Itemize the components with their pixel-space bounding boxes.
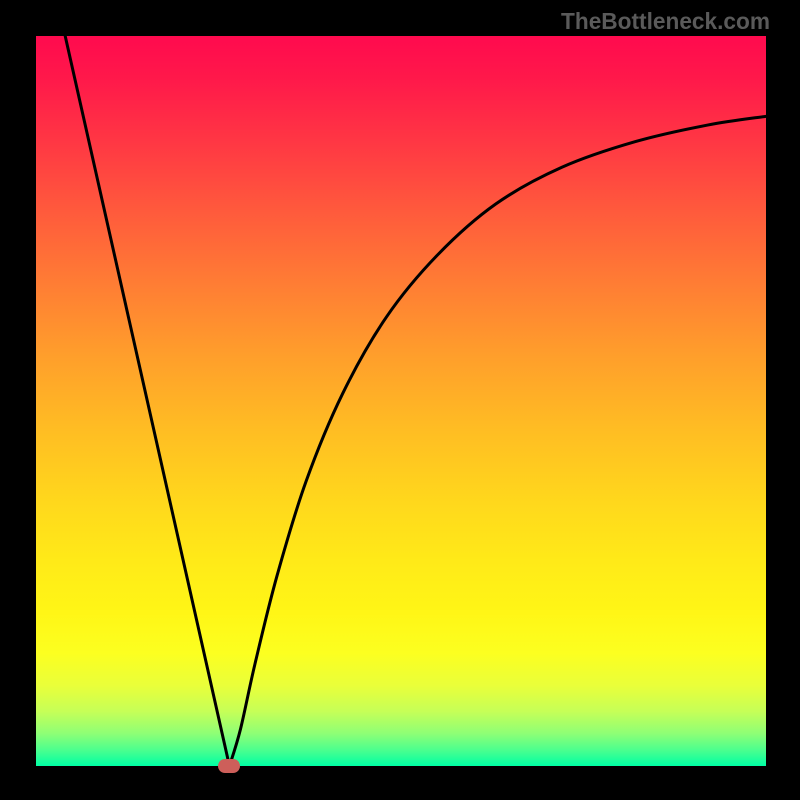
bottleneck-marker: [218, 759, 240, 773]
bottleneck-curve: [65, 36, 766, 766]
chart-container: TheBottleneck.com: [0, 0, 800, 800]
plot-area: [36, 36, 766, 766]
watermark-text: TheBottleneck.com: [561, 8, 770, 35]
curve-svg: [36, 36, 766, 766]
